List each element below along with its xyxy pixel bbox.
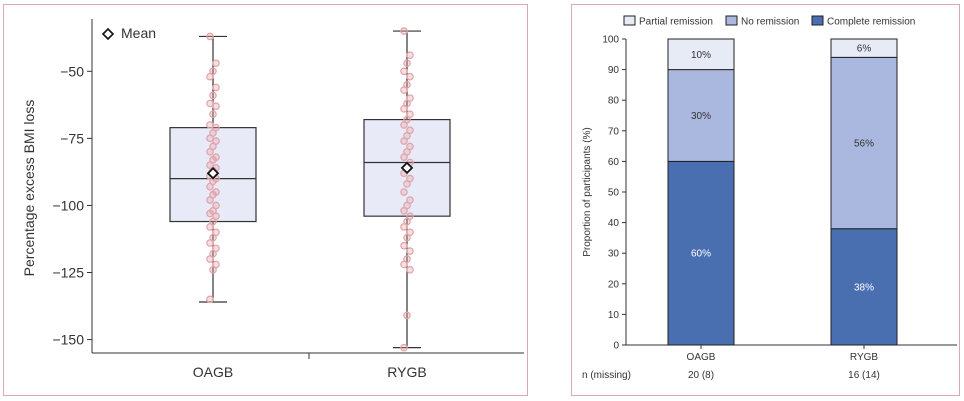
data-point xyxy=(403,59,411,68)
legend-label: No remission xyxy=(741,17,799,28)
x-category-label: OAGB xyxy=(687,352,716,363)
mean-diamond-marker xyxy=(400,161,414,175)
data-point xyxy=(206,147,214,156)
box-plot-chart: −50 −75 −100 −125 −150 Percentage excess BMI … xyxy=(21,19,524,380)
legend-swatch xyxy=(811,15,824,26)
data-point xyxy=(212,83,220,92)
y-tick-label: −125 xyxy=(52,265,84,281)
bar-value-label: 10% xyxy=(691,50,711,61)
data-point xyxy=(406,51,414,59)
data-point xyxy=(400,153,408,161)
x-category-label: RYGB xyxy=(850,352,878,363)
n-missing-value: 20 (8) xyxy=(688,370,714,381)
legend-swatch xyxy=(623,15,636,26)
data-point xyxy=(209,266,217,274)
y-tick-label: 90 xyxy=(608,65,620,76)
y-tick-label: −150 xyxy=(52,332,84,348)
y-axis-title: Percentage excess BMI loss xyxy=(21,100,37,277)
data-point xyxy=(206,182,214,191)
data-point xyxy=(403,180,411,188)
y-tick-label: 100 xyxy=(602,35,619,46)
data-point xyxy=(206,239,214,247)
data-point xyxy=(406,72,414,81)
bar-value-label: 56% xyxy=(854,139,874,150)
data-point xyxy=(206,99,214,108)
legend-label: Complete remission xyxy=(827,17,915,28)
data-point xyxy=(400,137,408,145)
data-point xyxy=(403,311,411,320)
n-missing-value: 16 (14) xyxy=(848,370,880,381)
bar-segment-partial-remission xyxy=(667,38,735,71)
data-point xyxy=(400,27,408,35)
data-point xyxy=(400,260,408,269)
data-point xyxy=(206,209,214,218)
y-tick-label: −100 xyxy=(52,197,84,213)
y-tick-label: −75 xyxy=(60,130,84,146)
data-point xyxy=(406,266,414,274)
bar-value-label: 30% xyxy=(691,111,711,122)
bar-segment-partial-remission xyxy=(830,38,898,58)
data-point xyxy=(209,110,217,119)
y-tick-label: 10 xyxy=(608,310,620,321)
data-point xyxy=(400,188,408,196)
data-point xyxy=(206,223,214,231)
data-point xyxy=(400,241,408,250)
data-point xyxy=(209,91,217,100)
y-tick-label: 70 xyxy=(608,126,620,137)
data-point xyxy=(212,59,220,68)
bar-value-label: 6% xyxy=(857,44,872,55)
data-point xyxy=(400,223,408,231)
n-missing-row-label: n (missing) xyxy=(582,370,631,381)
data-point xyxy=(212,102,220,110)
legend-swatch xyxy=(725,15,738,26)
box-plot-panel: −50 −75 −100 −125 −150 Percentage excess BMI … xyxy=(3,4,528,396)
y-tick-label: 40 xyxy=(608,218,620,229)
data-point xyxy=(400,121,408,129)
y-tick-label: 0 xyxy=(613,341,619,352)
y-tick-label: 50 xyxy=(608,188,620,199)
x-category-label: OAGB xyxy=(193,364,233,380)
legend-label: Partial remission xyxy=(639,17,713,28)
y-tick-label: 60 xyxy=(608,157,620,168)
legend-diamond-icon xyxy=(101,27,115,41)
data-point xyxy=(206,196,214,204)
y-tick-label: 30 xyxy=(608,249,620,260)
stacked-bar-chart: 0 10 20 30 40 50 60 70 80 90 100 Proportion of part… xyxy=(582,15,957,381)
data-point xyxy=(206,255,214,263)
bar-value-label: 38% xyxy=(854,282,874,293)
y-tick-label: 80 xyxy=(608,96,620,107)
data-point xyxy=(400,86,408,94)
data-point xyxy=(206,121,214,129)
bar-value-label: 60% xyxy=(691,249,711,260)
data-point xyxy=(400,67,408,76)
y-tick-label: 20 xyxy=(608,279,620,290)
stacked-bar-panel: 0 10 20 30 40 50 60 70 80 90 100 Proportion of part… xyxy=(571,4,960,396)
y-axis-title: Proportion of participants (%) xyxy=(582,127,593,257)
data-point xyxy=(400,343,408,352)
data-point xyxy=(206,32,214,41)
data-point xyxy=(400,105,408,113)
data-point xyxy=(400,207,408,215)
legend-mean-label: Mean xyxy=(121,25,156,41)
x-category-label: RYGB xyxy=(387,364,426,380)
y-tick-label: −50 xyxy=(60,63,84,79)
data-point xyxy=(206,72,214,81)
data-point xyxy=(206,134,214,143)
data-point xyxy=(206,295,214,304)
data-point xyxy=(403,233,411,242)
data-point xyxy=(406,247,414,255)
mean-diamond-marker xyxy=(206,166,220,180)
bar-segment-complete-remission xyxy=(830,228,898,346)
